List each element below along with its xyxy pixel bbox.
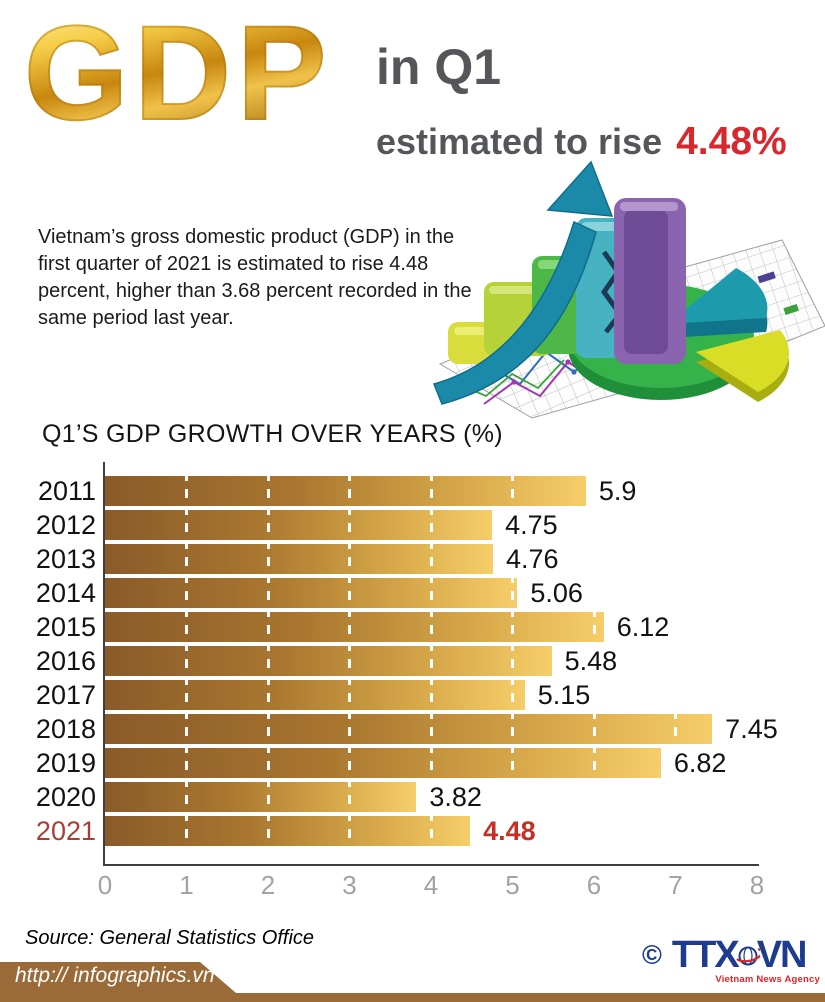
x-axis-tick: 4 [423, 870, 439, 900]
chart-bar [105, 680, 525, 710]
charts-3d-illustration-icon [432, 160, 825, 419]
chart-bar [105, 816, 471, 846]
tagline: estimated to rise 4.48% [376, 120, 787, 164]
x-axis-tick: 0 [97, 870, 113, 900]
tagline-prefix: estimated to rise [376, 121, 663, 162]
chart-value-label: 4.75 [505, 510, 558, 540]
chart-gridline [348, 472, 351, 850]
subtitle-in-q1: in Q1 [376, 39, 502, 95]
chart-value-label: 5.06 [530, 578, 583, 608]
x-axis-tick: 8 [749, 870, 765, 900]
chart-value-label: 5.48 [564, 646, 618, 676]
x-axis-tick: 7 [668, 870, 683, 900]
chart-bar [105, 612, 604, 642]
chart-gridline [511, 472, 514, 850]
agency-abbr-vn: VN [756, 934, 808, 976]
chart-year-label: 2012 [35, 510, 96, 540]
chart-gridline [185, 472, 188, 850]
chart-gridline [266, 472, 270, 850]
chart-bar [105, 748, 661, 778]
chart-bar [105, 510, 493, 540]
chart-bar [105, 544, 493, 574]
chart-value-label: 4.48 [483, 816, 536, 846]
chart-gridline [592, 472, 596, 850]
chart-value-label: 6.82 [673, 748, 727, 778]
chart-year-label: 2019 [35, 748, 96, 778]
chart-gridline [674, 472, 677, 850]
x-axis-tick: 3 [342, 870, 357, 900]
y-axis-line [103, 462, 105, 866]
chart-year-label: 2015 [35, 612, 96, 642]
chart-title: Q1’S GDP GROWTH OVER YEARS (%) [42, 420, 503, 448]
chart-value-label: 5.9 [598, 476, 637, 506]
chart-year-label: 2013 [35, 544, 96, 574]
infographics-url: http:// infographics.vn [15, 964, 215, 987]
chart-value-label: 4.76 [505, 544, 559, 574]
growth-arrow-icon [432, 160, 614, 405]
chart-year-label: 2011 [37, 476, 96, 506]
chart-value-label: 6.12 [616, 612, 670, 642]
agency-name: Vietnam News Agency [715, 974, 820, 985]
globe-icon [735, 946, 760, 966]
chart-plot: 2011 5.9 2012 4.75 2013 4.76 2014 5.06 2015 6.12 2… [0, 462, 825, 912]
copyright-icon: © [642, 940, 662, 970]
x-axis-tick: 6 [586, 870, 602, 900]
source-note: Source: General Statistics Office [25, 927, 315, 949]
x-axis-tick: 2 [260, 870, 276, 900]
chart-year-label: 2014 [35, 578, 96, 608]
chart-value-label: 7.45 [725, 714, 778, 744]
chart-value-label: 5.15 [537, 680, 591, 710]
chart-bar [105, 578, 518, 608]
intro-paragraph: Vietnam’s gross domestic product (GDP) i… [38, 226, 472, 329]
x-axis-tick: 1 [179, 870, 194, 900]
chart-gridline [429, 472, 433, 850]
chart-year-label: 2016 [35, 646, 96, 676]
chart-bar [105, 646, 552, 676]
chart-bar [105, 782, 417, 812]
chart-year-label: 2017 [35, 680, 96, 710]
x-axis-line [103, 864, 759, 866]
agency-abbr-ttx: TTX [671, 934, 740, 976]
x-axis-tick: 5 [505, 870, 520, 900]
chart-value-label: 3.82 [429, 782, 482, 812]
chart-year-label: 2020 [35, 782, 96, 812]
tagline-percentage: 4.48% [676, 120, 787, 163]
chart-year-label: 2018 [35, 714, 96, 744]
chart-year-label: 2021 [35, 816, 96, 846]
chart-bar [105, 714, 713, 744]
gdp-gold-title: GDP [23, 0, 333, 148]
agency-logo: © TTX VN Vietnam News Agency [642, 936, 820, 985]
